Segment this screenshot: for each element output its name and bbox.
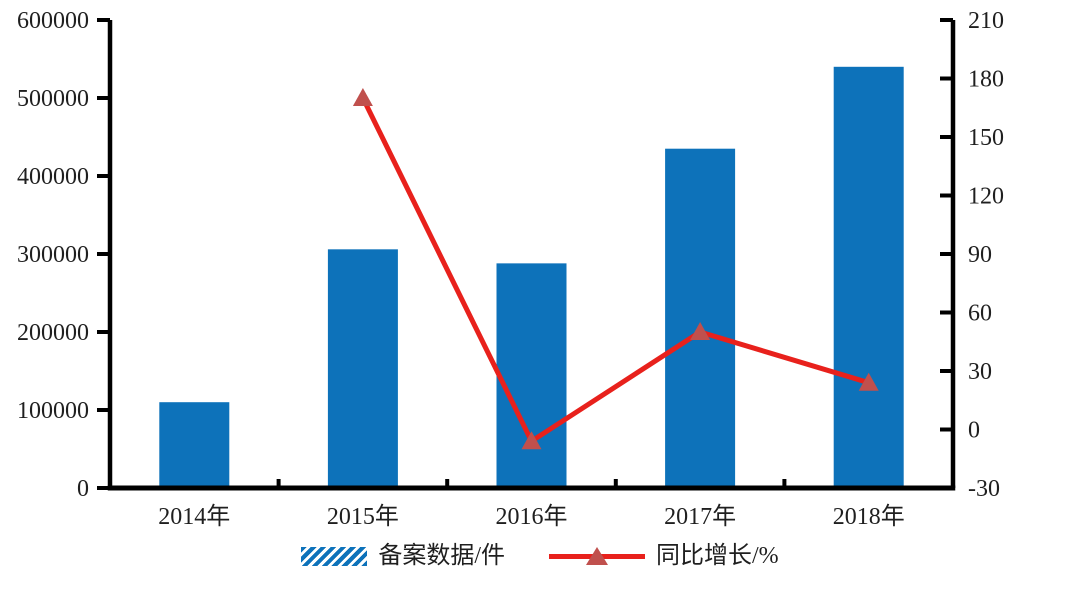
growth-marker-2015年 [352,88,373,106]
right-axis-tick-label: -30 [968,476,1000,502]
right-axis-tick-label: 210 [968,8,1004,34]
left-axis-tick-label: 400000 [17,164,89,190]
left-axis-tick-label: 600000 [17,8,89,34]
bar-2018年 [833,66,904,489]
bar-2017年 [665,148,736,488]
right-axis-tick-label: 0 [968,418,980,444]
x-category-label: 2015年 [327,503,399,530]
bar-series-swatch-icon [301,546,368,566]
bar-2014年 [159,402,230,488]
right-axis-tick-label: 90 [968,242,992,268]
right-axis-tick-label: 30 [968,359,992,385]
x-category-label: 2014年 [158,503,230,530]
left-axis-tick-label: 200000 [17,320,89,346]
line-series-swatch-icon [549,545,645,567]
chart-plot: 0 100000 200000 300000 400000 500000 600000 -30… [17,8,1004,530]
legend-item-line-series: 同比增长/% [549,544,779,568]
left-axis-tick-label: 300000 [17,242,89,268]
x-category-label: 2016年 [496,503,568,530]
growth-marker-2016年 [521,431,542,450]
right-axis-tick-label: 180 [968,67,1004,93]
growth-marker-2018年 [858,372,879,391]
legend-label-line-series: 同比增长/% [656,543,779,569]
left-axis-tick-label: 100000 [17,398,89,424]
left-axis-tick-label: 0 [77,476,89,502]
growth-line [360,95,872,444]
bar-2015年 [327,249,398,488]
legend-item-bar-series: 备案数据/件 [301,544,505,568]
legend-triangle-marker-icon [586,547,608,565]
right-axis-tick-label: 120 [968,184,1004,210]
x-category-label: 2017年 [664,503,736,530]
growth-marker-2017年 [690,322,711,340]
right-axis-tick-label: 60 [968,301,992,327]
x-category-label: 2018年 [833,503,905,530]
right-axis-tick-label: 150 [968,125,1004,151]
left-axis-tick-label: 500000 [17,86,89,112]
legend: 备案数据/件 同比增长/% [0,544,1080,568]
legend-label-bar-series: 备案数据/件 [378,543,505,569]
bar-2016年 [496,263,567,488]
